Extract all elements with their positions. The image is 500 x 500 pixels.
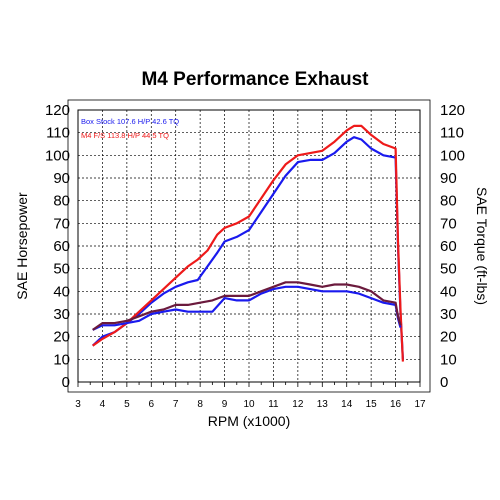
- chart-title: M4 Performance Exhaust: [141, 69, 369, 90]
- x-tick-label: 8: [197, 399, 203, 410]
- y-tick-label-right: 50: [440, 261, 457, 278]
- x-tick-label: 15: [366, 399, 378, 410]
- x-tick-label: 17: [414, 399, 426, 410]
- series-line-box-stock-hp: [91, 136, 404, 360]
- y-tick-label-left: 100: [45, 147, 70, 164]
- legend-entry-box-stock: Box Stock 107.6 H/P 42.6 TQ: [81, 117, 179, 126]
- x-tick-label: 16: [390, 399, 402, 410]
- series-group: [91, 124, 404, 362]
- y-ticks-left: 0 10 20 30 40 50 60 70 80 90 100 110 120: [45, 102, 70, 391]
- y-tick-label-left: 90: [53, 170, 70, 187]
- y-tick-label-right: 60: [440, 238, 457, 255]
- y-tick-label-left: 110: [46, 125, 70, 142]
- x-tick-label: 3: [75, 399, 81, 410]
- x-tick-label: 13: [317, 399, 329, 410]
- y-axis-label-right: SAE Torque (ft-lbs): [474, 187, 490, 305]
- x-tick-label: 14: [341, 399, 353, 410]
- x-tick-label: 11: [268, 399, 279, 410]
- series-line-m4-f-s-tq: [92, 281, 402, 331]
- y-tick-label-right: 20: [440, 329, 457, 346]
- x-tick-label: 12: [292, 399, 304, 410]
- y-tick-label-right: 80: [440, 193, 457, 210]
- x-tick-label: 9: [222, 399, 228, 410]
- y-tick-label-left: 50: [53, 261, 70, 278]
- y-tick-label-left: 120: [45, 102, 70, 119]
- y-tick-label-right: 110: [440, 125, 464, 142]
- y-tick-label-left: 10: [53, 351, 70, 368]
- y-tick-label-right: 10: [440, 351, 457, 368]
- y-ticks-right: 0 10 20 30 40 50 60 70 80 90 100 110 120: [440, 102, 465, 391]
- grid: [77, 110, 421, 387]
- y-tick-label-left: 30: [53, 306, 70, 323]
- x-axis-label: RPM (x1000): [208, 413, 290, 429]
- y-tick-label-left: 70: [53, 215, 70, 232]
- y-tick-label-left: 60: [53, 238, 70, 255]
- x-tick-label: 4: [100, 399, 106, 410]
- y-tick-label-right: 120: [440, 102, 465, 119]
- y-tick-label-left: 80: [53, 193, 70, 210]
- x-tick-label: 7: [173, 399, 179, 410]
- y-tick-label-right: 0: [440, 374, 448, 391]
- y-tick-label-right: 40: [440, 283, 457, 300]
- y-tick-label-right: 30: [440, 306, 457, 323]
- y-tick-label-left: 0: [62, 374, 70, 391]
- y-axis-label-left: SAE Horsepower: [14, 192, 30, 300]
- y-tick-label-left: 40: [53, 283, 70, 300]
- plot-border: [67, 99, 431, 393]
- y-tick-label-right: 70: [440, 215, 457, 232]
- x-tick-label: 6: [149, 399, 155, 410]
- legend-entry-m4: M4 F/S 113.8 H/P 44.5 TQ: [81, 131, 169, 140]
- x-tick-label: 5: [124, 399, 130, 410]
- x-tick-label: 10: [243, 399, 255, 410]
- x-ticks: 3 4 5 6 7 8 9 10 11 12 13 14 15 16 17: [75, 399, 426, 410]
- y-tick-label-right: 100: [440, 147, 465, 164]
- y-tick-label-right: 90: [440, 170, 457, 187]
- series-line-box-stock-tq: [92, 285, 402, 331]
- series-line-m4-f-s-hp: [92, 124, 404, 362]
- y-tick-label-left: 20: [53, 329, 70, 346]
